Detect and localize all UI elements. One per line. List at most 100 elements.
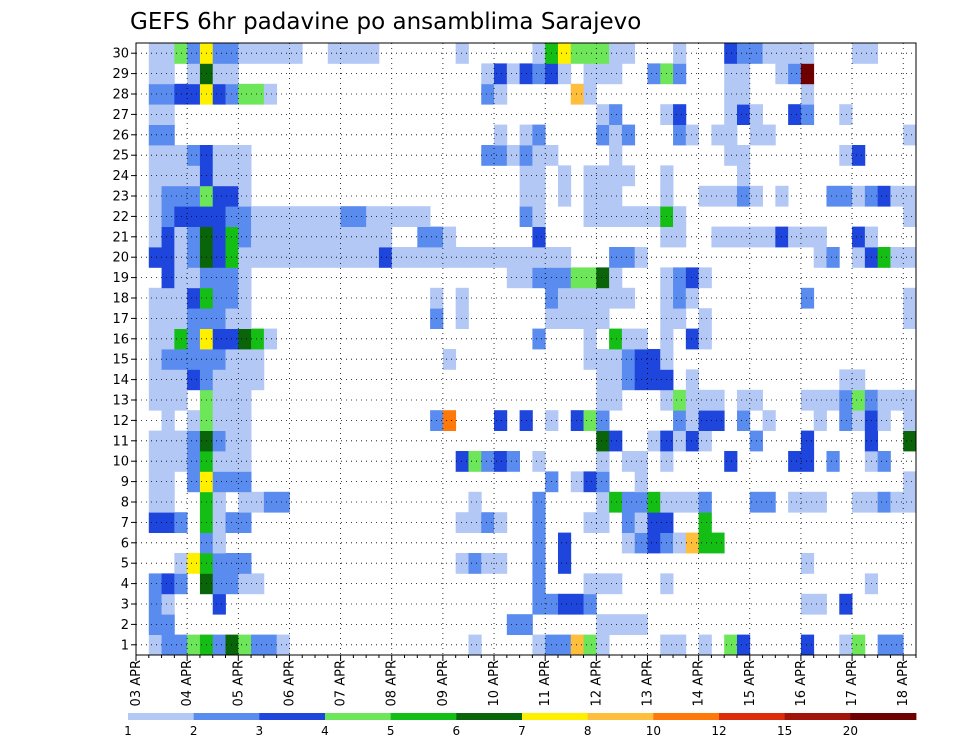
- heatmap-cell: [187, 369, 201, 391]
- heatmap-cell: [583, 83, 597, 105]
- heatmap-cell: [800, 634, 815, 656]
- heatmap-cell: [276, 491, 290, 513]
- heatmap-cell: [225, 63, 239, 85]
- heatmap-cell: [839, 593, 853, 615]
- heatmap-cell: [736, 634, 751, 656]
- heatmap-cell: [161, 124, 175, 146]
- heatmap-cell: [698, 389, 712, 411]
- y-tick-label: 26: [112, 128, 129, 143]
- heatmap-cell: [877, 410, 891, 431]
- heatmap-cell: [903, 389, 917, 411]
- heatmap-cell: [187, 247, 201, 268]
- heatmap-cell: [570, 308, 584, 329]
- heatmap-cell: [852, 226, 866, 248]
- heatmap-cell: [596, 430, 610, 452]
- heatmap-cell: [481, 247, 495, 268]
- heatmap-cell: [161, 389, 175, 411]
- heatmap-cell: [161, 83, 175, 105]
- heatmap-cell: [212, 328, 226, 350]
- heatmap-cell: [174, 267, 188, 289]
- heatmap-cell: [685, 328, 700, 350]
- heatmap-cell: [174, 226, 188, 248]
- heatmap-cell: [583, 206, 597, 227]
- heatmap-cell: [583, 471, 597, 493]
- heatmap-cell: [225, 328, 239, 350]
- heatmap-cell: [621, 451, 636, 472]
- heatmap-cell: [570, 471, 584, 493]
- heatmap-cell: [813, 226, 827, 248]
- colorbar-tick-label: 6: [453, 724, 461, 738]
- y-tick-label: 29: [112, 67, 129, 82]
- y-tick-label: 8: [121, 496, 129, 511]
- heatmap-cell: [621, 124, 636, 146]
- heatmap-cell: [609, 349, 623, 370]
- heatmap-cell: [187, 63, 201, 85]
- heatmap-cell: [890, 389, 904, 411]
- heatmap-cell: [494, 247, 508, 268]
- heatmap-cell: [724, 124, 738, 146]
- y-tick-label: 17: [112, 312, 129, 327]
- heatmap-cell: [187, 430, 201, 452]
- heatmap-cell: [736, 410, 751, 431]
- heatmap-cell: [673, 104, 687, 125]
- heatmap-cell: [212, 145, 226, 166]
- heatmap-cell: [557, 63, 572, 85]
- heatmap-cell: [251, 328, 265, 350]
- heatmap-cell: [647, 349, 661, 370]
- heatmap-cell: [148, 451, 162, 472]
- heatmap-cell: [557, 532, 572, 554]
- heatmap-cell: [570, 267, 584, 289]
- heatmap-cell: [212, 349, 226, 370]
- heatmap-cell: [609, 328, 623, 350]
- heatmap-cell: [174, 206, 188, 227]
- heatmap-cell: [187, 43, 201, 64]
- heatmap-cell: [174, 634, 188, 656]
- heatmap-cell: [532, 185, 546, 207]
- heatmap-cell: [570, 634, 584, 656]
- heatmap-cell: [570, 287, 584, 309]
- heatmap-cell: [596, 410, 610, 431]
- heatmap-cell: [609, 124, 623, 146]
- heatmap-cell: [800, 553, 815, 574]
- heatmap-cell: [890, 634, 904, 656]
- heatmap-cell: [148, 185, 162, 207]
- heatmap-cell: [532, 43, 546, 64]
- heatmap-cell: [583, 634, 597, 656]
- heatmap-cell: [212, 471, 226, 493]
- heatmap-cell: [736, 165, 751, 187]
- heatmap-cell: [455, 287, 469, 309]
- y-axis: 1234567891011121314151617181920212223242…: [112, 47, 136, 653]
- heatmap-cell: [532, 165, 546, 187]
- heatmap-cell: [673, 634, 687, 656]
- heatmap-cell: [813, 247, 827, 268]
- heatmap-cell: [621, 287, 636, 309]
- heatmap-cell: [238, 328, 252, 350]
- heatmap-cell: [788, 491, 802, 513]
- x-tick-label: 06 APR: [282, 660, 297, 706]
- y-tick-label: 11: [112, 434, 129, 449]
- heatmap-cell: [557, 553, 572, 574]
- heatmap-cell: [212, 491, 226, 513]
- heatmap-cell: [161, 185, 175, 207]
- heatmap-cell: [736, 226, 751, 248]
- heatmap-cell: [225, 634, 239, 656]
- heatmap-cell: [187, 267, 201, 289]
- heatmap-cell: [685, 267, 700, 289]
- heatmap-cell: [800, 389, 815, 411]
- heatmap-cell: [609, 491, 623, 513]
- y-tick-label: 14: [112, 373, 129, 388]
- heatmap-cell: [225, 308, 239, 329]
- heatmap-cell: [826, 247, 840, 268]
- heatmap-cell: [148, 308, 162, 329]
- heatmap-cell: [238, 308, 252, 329]
- heatmap-cell: [596, 512, 610, 533]
- heatmap-cell: [583, 593, 597, 615]
- heatmap-cell: [353, 206, 367, 227]
- y-tick-label: 23: [112, 190, 129, 205]
- heatmap-cell: [673, 410, 687, 431]
- heatmap-cell: [532, 328, 546, 350]
- heatmap-cell: [161, 206, 175, 227]
- heatmap-cell: [174, 308, 188, 329]
- heatmap-cell: [903, 185, 917, 207]
- heatmap-cell: [583, 185, 597, 207]
